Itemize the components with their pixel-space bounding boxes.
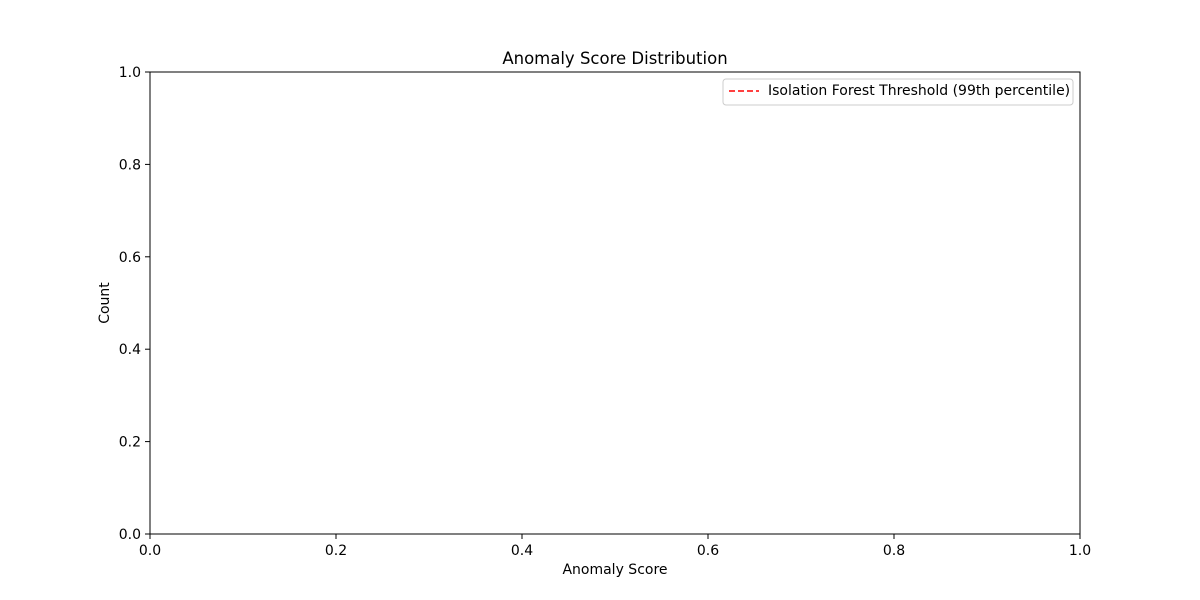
x-tick-label: 0.6	[697, 543, 719, 559]
legend-frame	[722, 78, 1074, 106]
legend: Isolation Forest Threshold (99th percent…	[722, 78, 1074, 106]
y-tick-label: 0.0	[119, 527, 141, 543]
x-tick-label: 0.8	[883, 543, 905, 559]
y-tick-label: 0.6	[119, 250, 141, 266]
x-tick-label: 0.4	[511, 543, 533, 559]
y-tick-label: 0.8	[119, 157, 141, 173]
y-axis: 0.0 0.2 0.4 0.6 0.8 1.0	[119, 65, 150, 543]
plot-frame	[149, 71, 1081, 535]
y-axis-title: Count	[97, 282, 113, 324]
y-tick-label: 0.2	[119, 435, 141, 451]
x-tick-label: 0.0	[139, 543, 161, 559]
legend-label-threshold: Isolation Forest Threshold (99th percent…	[768, 83, 1070, 99]
x-tick-label: 0.2	[325, 543, 347, 559]
x-tick-label: 1.0	[1069, 543, 1091, 559]
plot-area	[149, 71, 1081, 535]
chart-title: Anomaly Score Distribution	[502, 49, 727, 68]
y-tick-label: 0.4	[119, 342, 141, 358]
y-tick-label: 1.0	[119, 65, 141, 81]
x-axis-title: Anomaly Score	[562, 562, 667, 578]
x-axis: 0.0 0.2 0.4 0.6 0.8 1.0	[139, 534, 1091, 559]
